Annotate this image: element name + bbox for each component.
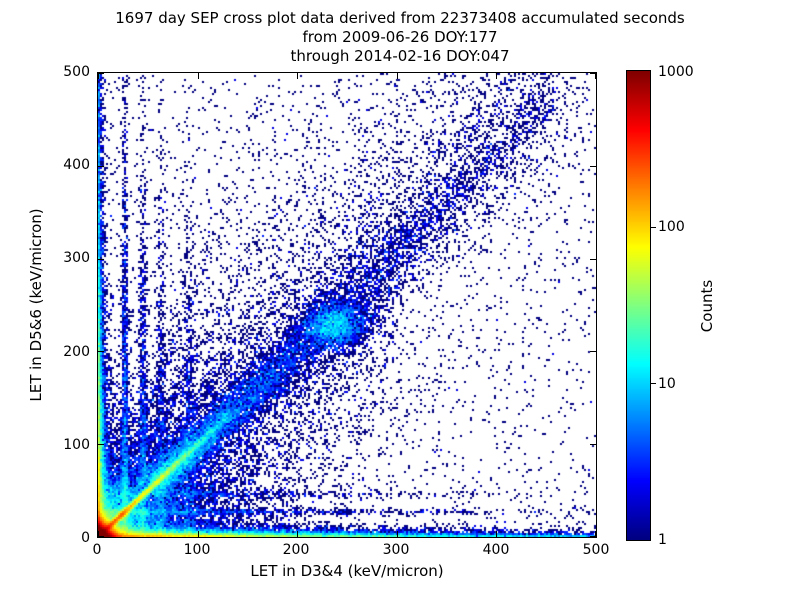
- colorbar-gradient: [627, 71, 650, 540]
- colorbar-tick-100: [651, 227, 656, 228]
- scatter-density-canvas: [98, 73, 596, 537]
- axis-tick-mark: [297, 73, 298, 79]
- chart-title-line-2: from 2009-06-26 DOY:177: [302, 28, 498, 46]
- axis-tick-mark: [297, 531, 298, 537]
- y-tick-label-300: 300: [63, 250, 90, 266]
- axis-tick-mark: [98, 536, 104, 537]
- y-axis-label: LET in D5&6 (keV/micron): [27, 208, 45, 402]
- axis-tick-mark: [198, 531, 199, 537]
- axis-tick-mark: [397, 531, 398, 537]
- axis-tick-mark: [98, 73, 99, 79]
- chart-title-line-1: 1697 day SEP cross plot data derived fro…: [115, 9, 685, 27]
- axis-tick-mark: [590, 259, 596, 260]
- y-tick-label-500: 500: [63, 64, 90, 80]
- x-tick-label-300: 300: [382, 542, 410, 558]
- plot-area: [97, 72, 597, 538]
- axis-tick-mark: [98, 73, 104, 74]
- colorbar-axis-label: Counts: [698, 279, 716, 333]
- axis-tick-mark: [595, 73, 596, 79]
- axis-tick-mark: [98, 444, 104, 445]
- x-tick-label-500: 500: [582, 542, 610, 558]
- axis-tick-mark: [595, 531, 596, 537]
- axis-tick-mark: [397, 73, 398, 79]
- colorbar-tick-10: [651, 383, 656, 384]
- axis-tick-mark: [98, 531, 99, 537]
- axis-tick-mark: [590, 444, 596, 445]
- x-tick-label-100: 100: [183, 542, 211, 558]
- chart-title-line-3: through 2014-02-16 DOY:047: [290, 47, 510, 65]
- colorbar-tick-label-100: 100: [658, 219, 685, 235]
- axis-tick-mark: [590, 351, 596, 352]
- x-tick-label-0: 0: [92, 542, 102, 558]
- colorbar: [626, 70, 651, 541]
- y-tick-label-400: 400: [63, 157, 90, 173]
- axis-tick-mark: [590, 536, 596, 537]
- axis-tick-mark: [98, 259, 104, 260]
- colorbar-tick-label-1: 1: [658, 532, 667, 548]
- axis-tick-mark: [590, 73, 596, 74]
- y-tick-label-200: 200: [63, 344, 90, 360]
- axis-tick-mark: [98, 351, 104, 352]
- y-tick-label-100: 100: [63, 437, 90, 453]
- axis-tick-mark: [98, 166, 104, 167]
- x-tick-label-400: 400: [482, 542, 510, 558]
- colorbar-tick-label-1000: 1000: [658, 64, 694, 80]
- axis-tick-mark: [590, 166, 596, 167]
- y-tick-label-0: 0: [81, 530, 90, 546]
- axis-tick-mark: [496, 73, 497, 79]
- colorbar-tick-label-10: 10: [658, 376, 676, 392]
- axis-tick-mark: [198, 73, 199, 79]
- chart-title: 1697 day SEP cross plot data derived fro…: [0, 9, 800, 66]
- x-tick-label-200: 200: [282, 542, 310, 558]
- axis-tick-mark: [496, 531, 497, 537]
- x-axis-label: LET in D3&4 (keV/micron): [250, 562, 444, 580]
